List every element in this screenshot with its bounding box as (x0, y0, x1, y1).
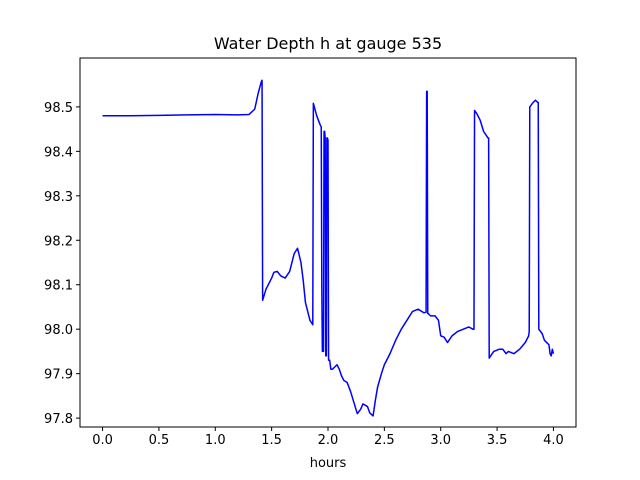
x-tick-label: 3.0 (430, 433, 451, 448)
x-tick-label: 3.5 (487, 433, 508, 448)
y-tick-label: 98.2 (44, 234, 73, 249)
plot-frame (79, 57, 577, 428)
y-tick-label: 98.0 (44, 323, 73, 338)
x-tick-label: 1.0 (205, 433, 226, 448)
chart-title: Water Depth h at gauge 535 (214, 34, 442, 53)
y-tick-label: 98.3 (44, 190, 73, 205)
plot-area (102, 79, 555, 417)
y-tick-label: 98.5 (44, 101, 73, 116)
x-tick-label: 1.5 (261, 433, 282, 448)
axis-ticks: 0.0 0.5 1.0 1.5 2.0 2.5 3.0 3.5 4.0 97.8 97.9 98.0 9… (44, 101, 564, 448)
y-tick-label: 97.9 (44, 368, 73, 383)
x-tick-label: 0.0 (92, 433, 113, 448)
y-tick-label: 98.4 (44, 145, 73, 160)
y-tick-label: 98.1 (44, 279, 73, 294)
x-tick-label: 0.5 (149, 433, 170, 448)
y-tick-label: 97.8 (44, 412, 73, 427)
x-axis-label: hours (310, 456, 347, 471)
x-tick-label: 2.0 (318, 433, 339, 448)
x-tick-label: 4.0 (543, 433, 564, 448)
series-line-0 (102, 79, 555, 417)
x-tick-label: 2.5 (374, 433, 395, 448)
